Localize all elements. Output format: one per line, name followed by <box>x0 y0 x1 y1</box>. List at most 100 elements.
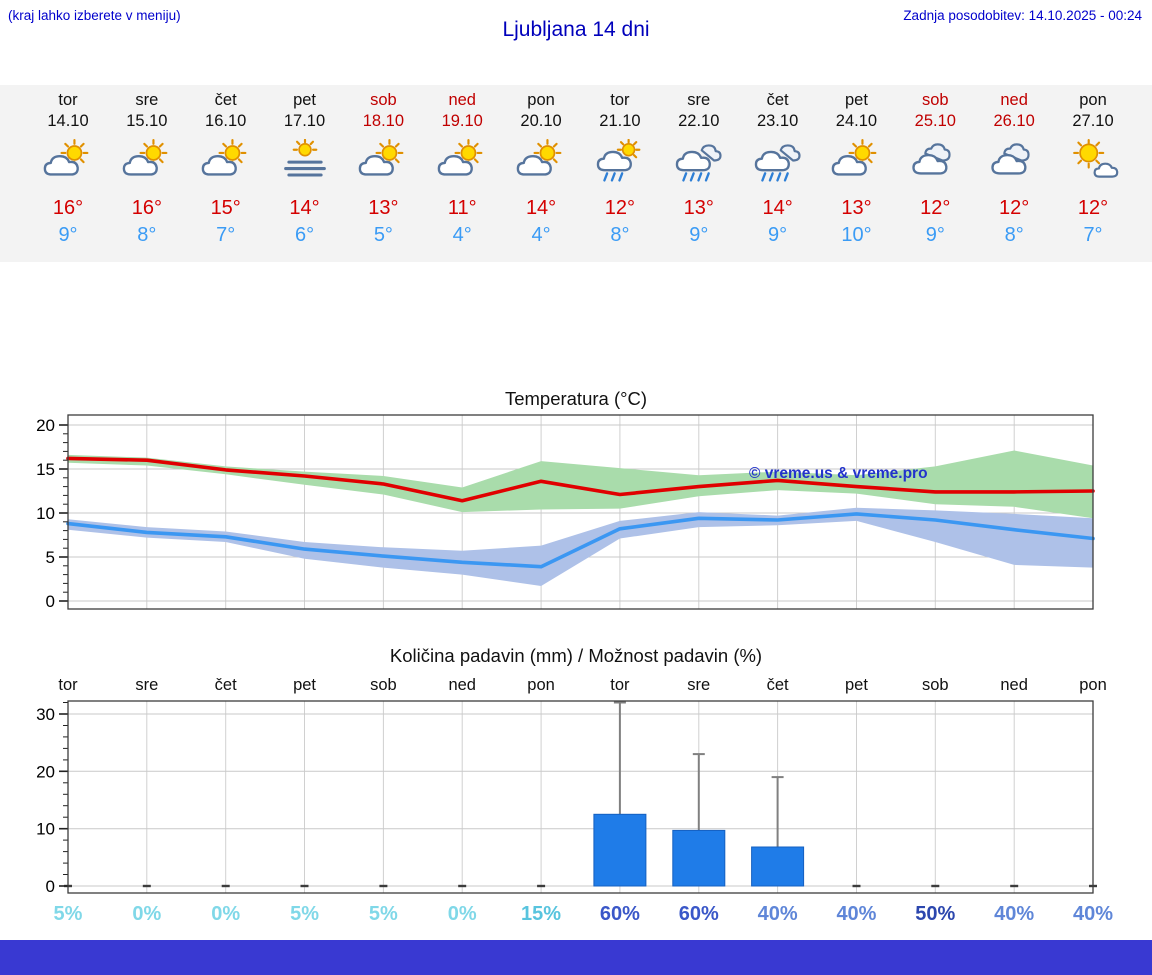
day-date: 15.10 <box>126 112 168 130</box>
forecast-day-column: pon 27.10 12° 7° <box>1050 85 1136 247</box>
day-date: 19.10 <box>441 112 483 130</box>
day-name: sob <box>370 91 397 109</box>
svg-text:15: 15 <box>36 460 55 479</box>
precip-probability-label: 40% <box>994 903 1035 925</box>
day-name: ned <box>1000 91 1028 109</box>
day-date: 18.10 <box>362 112 405 130</box>
day-high-temp: 12° <box>999 197 1030 219</box>
fog-icon <box>279 139 331 182</box>
temperature-chart-svg: © vreme.us & vreme.pro 0 5 10 15 20 <box>36 414 1095 611</box>
cloudy-icon <box>988 139 1040 182</box>
mostly-sunny-icon <box>1067 139 1119 182</box>
precip-bar <box>593 813 647 887</box>
rain-icon <box>673 139 725 182</box>
day-date: 27.10 <box>1072 112 1114 130</box>
forecast-day-column: sob 25.10 12° 9° <box>892 85 978 247</box>
day-name: čet <box>766 91 789 109</box>
partly-sunny-icon <box>121 139 173 182</box>
precip-day-label: pet <box>844 676 868 694</box>
day-low-temp: 5° <box>373 224 393 246</box>
svg-text:20: 20 <box>36 762 55 781</box>
day-name: tor <box>58 91 78 109</box>
day-high-temp: 13° <box>841 197 872 219</box>
day-date: 17.10 <box>283 112 326 130</box>
partly-sunny-icon <box>200 139 252 182</box>
day-date: 24.10 <box>835 112 878 130</box>
precip-day-label: ned <box>448 676 476 694</box>
precip-day-label: pon <box>1079 676 1107 694</box>
day-low-temp: 4° <box>531 224 551 246</box>
precip-probability-label: 15% <box>521 903 562 925</box>
day-date: 21.10 <box>599 112 641 130</box>
day-high-temp: 16° <box>52 197 84 219</box>
day-low-temp: 9° <box>689 224 709 246</box>
day-low-temp: 9° <box>58 224 78 246</box>
forecast-day-column: pet 17.10 14° 6° <box>262 85 348 247</box>
precip-day-label: sob <box>370 676 397 694</box>
precip-probability-label: 0% <box>132 903 162 925</box>
day-name: pon <box>1079 91 1107 109</box>
partly-sunny-icon <box>357 139 409 182</box>
day-high-temp: 13° <box>683 197 714 219</box>
day-name: sob <box>921 91 949 109</box>
page-title: Ljubljana 14 dni <box>502 18 650 41</box>
forecast-day-column: tor 21.10 12° 8° <box>577 85 663 247</box>
precip-day-label: tor <box>610 676 630 694</box>
precip-probability-label: 5% <box>53 903 83 925</box>
day-name: pet <box>293 91 316 109</box>
day-name: ned <box>448 91 476 109</box>
svg-text:5: 5 <box>46 548 55 567</box>
precip-day-label: sre <box>687 676 711 694</box>
forecast-day-column: sre 15.10 16° 8° <box>104 85 190 247</box>
precip-probability-label: 5% <box>290 903 319 925</box>
footer-banner[interactable] <box>0 940 1152 975</box>
day-high-temp: 12° <box>920 197 951 219</box>
day-low-temp: 8° <box>610 224 630 246</box>
precip-day-label: ned <box>1000 676 1028 694</box>
day-date: 22.10 <box>678 112 720 130</box>
temperature-chart-title: Temperatura (°C) <box>504 388 648 409</box>
day-low-temp: 10° <box>841 224 872 246</box>
day-low-temp: 9° <box>768 224 788 246</box>
precip-day-label: čet <box>214 676 237 694</box>
svg-text:0: 0 <box>46 877 55 896</box>
day-high-temp: 15° <box>210 197 241 219</box>
cloudy-icon <box>909 139 961 182</box>
day-high-temp: 11° <box>447 197 477 219</box>
precip-probability-label: 60% <box>599 903 640 925</box>
day-low-temp: 8° <box>137 224 157 246</box>
precip-probability-label: 40% <box>757 903 798 925</box>
day-date: 26.10 <box>993 112 1035 130</box>
last-update-text: Zadnja posodobitev: 14.10.2025 - 00:24 <box>903 8 1142 23</box>
precip-probability-label: 0% <box>447 903 477 925</box>
day-high-temp: 14° <box>289 197 320 219</box>
precip-probability-row: 5% 0% 0% 5% 5% 0% 15% 60% 60% 40% 40% 50% 40% 40% <box>0 903 1152 933</box>
precip-day-label: sre <box>135 676 159 694</box>
day-low-temp: 9° <box>925 224 945 246</box>
day-low-temp: 7° <box>216 224 236 246</box>
day-date: 23.10 <box>756 112 799 130</box>
precip-day-label: tor <box>58 676 78 694</box>
menu-hint-note[interactable]: (kraj lahko izberete v meniju) <box>8 8 181 23</box>
precip-day-label: pet <box>293 676 316 694</box>
precip-bar <box>672 829 726 887</box>
watermark-text: © vreme.us & vreme.pro <box>749 465 928 482</box>
forecast-day-column: sob 18.10 13° 5° <box>340 85 426 247</box>
day-name: sre <box>687 91 711 109</box>
day-high-temp: 12° <box>604 197 636 219</box>
day-name: sre <box>135 91 159 109</box>
precip-probability-label: 0% <box>211 903 241 925</box>
sun-showers-icon <box>594 139 646 182</box>
day-date: 14.10 <box>47 112 89 130</box>
forecast-day-column: pet 24.10 13° 10° <box>813 85 899 247</box>
day-high-temp: 16° <box>131 197 162 219</box>
day-name: pet <box>844 91 868 109</box>
day-date: 25.10 <box>914 112 956 130</box>
day-low-temp: 4° <box>452 224 472 246</box>
day-low-temp: 8° <box>1004 224 1024 246</box>
precip-probability-label: 40% <box>1072 903 1114 925</box>
forecast-day-column: sre 22.10 13° 9° <box>656 85 742 247</box>
precip-day-label: pon <box>527 676 555 694</box>
precip-probability-label: 40% <box>836 903 877 925</box>
day-high-temp: 14° <box>525 197 557 219</box>
